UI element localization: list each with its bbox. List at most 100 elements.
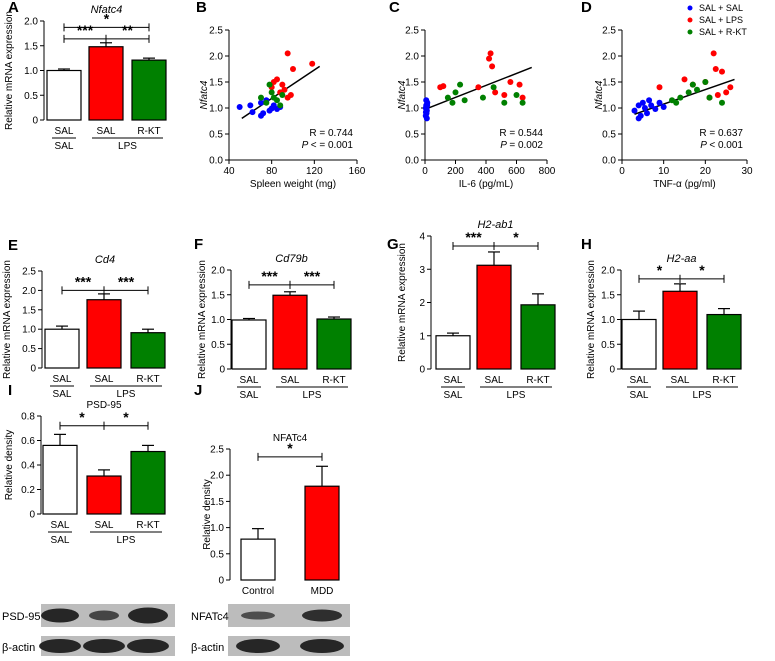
y-tick-label: 0.2 bbox=[21, 485, 35, 496]
data-point bbox=[258, 112, 264, 119]
sig-stars: *** bbox=[75, 273, 92, 289]
y-tick-label: 1.5 bbox=[602, 78, 616, 89]
y-tick-label: 0 bbox=[30, 364, 36, 375]
blot-actin-i bbox=[39, 636, 175, 656]
bar-1 bbox=[662, 290, 698, 370]
group-label-left: SAL bbox=[51, 535, 70, 546]
category-label: SAL bbox=[55, 126, 74, 137]
data-point bbox=[249, 109, 256, 116]
stat-r: R = 0.544 bbox=[499, 128, 543, 139]
blot-label: PSD-95 bbox=[2, 611, 41, 623]
blot-label: NFATc4 bbox=[191, 611, 229, 623]
sig-stars: *** bbox=[304, 268, 321, 284]
panel-title: NFATc4 bbox=[273, 433, 308, 444]
bar-1 bbox=[272, 294, 308, 370]
data-point bbox=[702, 79, 709, 85]
category-label: SAL bbox=[630, 375, 649, 386]
y-tick-label: 0.0 bbox=[209, 156, 223, 167]
y-tick-label: 0.5 bbox=[209, 130, 223, 141]
data-point bbox=[479, 94, 486, 101]
stat-p: P < = 0.001 bbox=[302, 140, 354, 151]
x-axis-label: Spleen weight (mg) bbox=[250, 179, 336, 190]
legend-label: SAL + SAL bbox=[699, 3, 743, 13]
data-point bbox=[723, 89, 730, 96]
data-point bbox=[461, 97, 468, 104]
data-point bbox=[263, 99, 270, 106]
data-point bbox=[516, 81, 523, 88]
y-tick-label: 1.0 bbox=[210, 523, 224, 534]
y-tick-label: 0.4 bbox=[21, 461, 35, 472]
data-point bbox=[486, 55, 493, 62]
data-point bbox=[513, 92, 520, 98]
panel-label: A bbox=[8, 0, 19, 16]
data-point bbox=[714, 92, 721, 98]
bar-1 bbox=[476, 264, 512, 370]
bar-2 bbox=[130, 332, 166, 369]
data-point bbox=[631, 107, 638, 114]
y-tick-label: 1.5 bbox=[24, 41, 38, 52]
y-tick-label: 2.0 bbox=[210, 471, 224, 482]
data-point bbox=[236, 103, 243, 110]
blot-band bbox=[41, 608, 79, 623]
y-tick-label: 2.5 bbox=[602, 26, 616, 37]
y-tick-label: 0.5 bbox=[22, 344, 36, 355]
category-label: SAL bbox=[444, 375, 463, 386]
p-value: < 0.001 bbox=[709, 140, 743, 151]
y-tick-label: 1.0 bbox=[22, 325, 36, 336]
data-point bbox=[646, 97, 653, 104]
bar-0 bbox=[435, 335, 471, 370]
data-point bbox=[284, 50, 291, 57]
category-label: SAL bbox=[97, 126, 116, 137]
blot-band bbox=[300, 639, 344, 653]
data-point bbox=[309, 60, 316, 67]
data-point bbox=[423, 97, 430, 104]
data-point bbox=[501, 99, 508, 106]
bar-2 bbox=[131, 59, 167, 121]
panel-H: 0 0.5 1.0 1.5 2.0 Relative mRNA expression H SA… bbox=[581, 236, 742, 401]
data-point bbox=[279, 81, 286, 88]
category-label: R-KT bbox=[712, 375, 735, 386]
y-tick-label: 1.0 bbox=[211, 315, 225, 326]
category-label: SAL bbox=[485, 375, 504, 386]
bar-1 bbox=[86, 299, 122, 369]
blot-actin-j bbox=[228, 636, 350, 656]
data-point bbox=[694, 86, 700, 93]
data-point bbox=[268, 89, 275, 96]
y-tick-label: 1.0 bbox=[601, 315, 615, 326]
panel-title: PSD-95 bbox=[86, 400, 121, 411]
y-tick-label: 0 bbox=[218, 576, 224, 587]
sig-stars: ** bbox=[122, 22, 133, 38]
data-point bbox=[475, 84, 482, 91]
category-label: MDD bbox=[311, 586, 334, 597]
data-point bbox=[247, 102, 254, 109]
data-point bbox=[290, 66, 296, 72]
panel-label: B bbox=[196, 0, 207, 16]
category-label: R-KT bbox=[526, 375, 549, 386]
legend-label: SAL + R-KT bbox=[699, 27, 747, 37]
data-point bbox=[258, 99, 264, 106]
y-axis-label: Relative mRNA expression bbox=[397, 243, 408, 362]
x-tick-label: 10 bbox=[658, 166, 670, 177]
data-point bbox=[656, 99, 663, 106]
y-tick-label: 1.0 bbox=[209, 104, 223, 115]
legend-label: SAL + LPS bbox=[699, 15, 743, 25]
legend-marker bbox=[687, 5, 693, 11]
panel-label: F bbox=[194, 236, 203, 253]
bar-0 bbox=[46, 69, 82, 121]
x-axis-label: IL-6 (pg/mL) bbox=[459, 179, 513, 190]
panel-label: E bbox=[8, 237, 18, 254]
data-point bbox=[644, 110, 650, 117]
group-label-right: LPS bbox=[118, 141, 137, 152]
data-point bbox=[673, 99, 680, 106]
data-point bbox=[677, 94, 684, 101]
panel-label: J bbox=[194, 382, 202, 399]
data-point bbox=[648, 102, 655, 109]
data-point bbox=[281, 86, 288, 93]
legend-marker bbox=[687, 17, 693, 23]
regression-line bbox=[634, 78, 735, 115]
blot-label: β-actin bbox=[191, 642, 224, 654]
bar-0 bbox=[231, 319, 267, 370]
data-point bbox=[519, 99, 526, 106]
bar-0 bbox=[44, 328, 80, 369]
